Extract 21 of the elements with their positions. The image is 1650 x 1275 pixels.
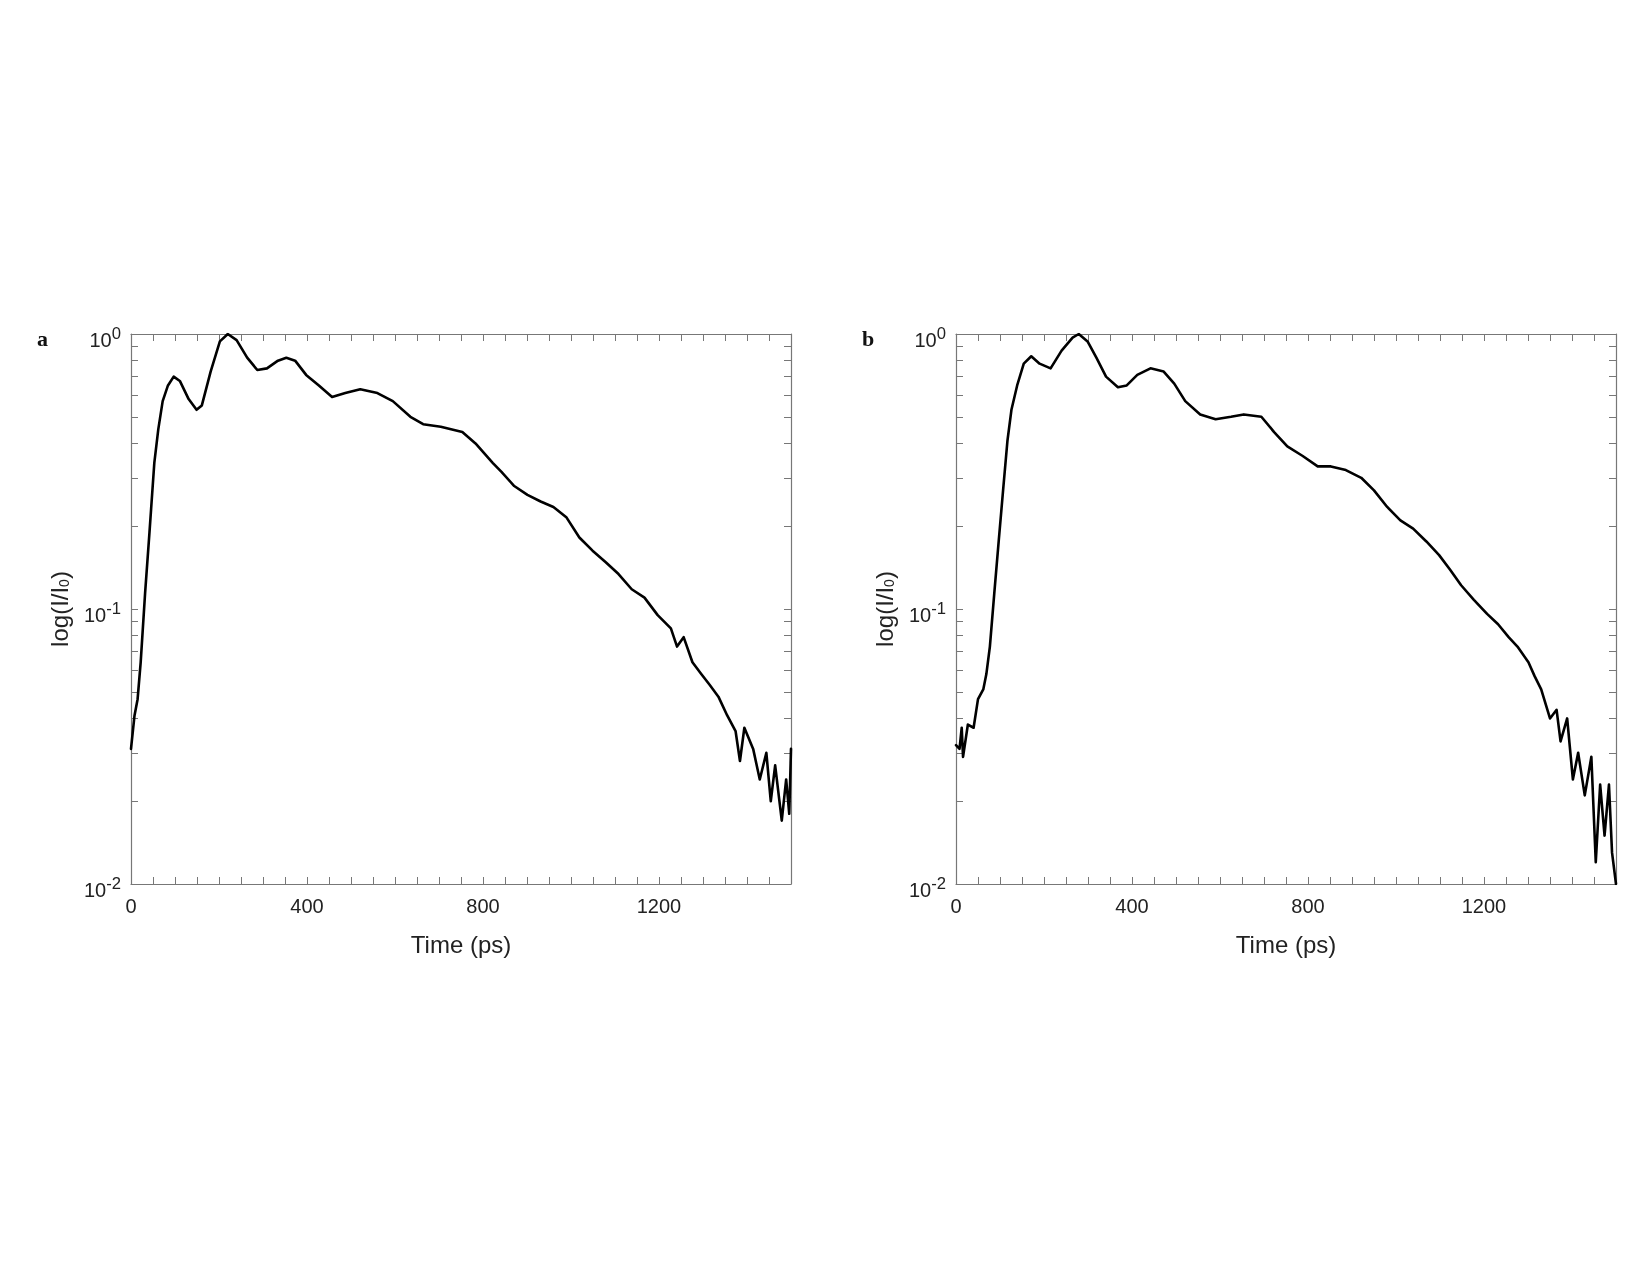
line-series — [954, 332, 1618, 886]
x-tick-label: 800 — [466, 895, 500, 917]
x-tick-label: 1200 — [1461, 895, 1507, 917]
y-tick-label: 10$^{-2}$ — [83, 873, 121, 903]
x-tick-label: 0 — [125, 895, 137, 917]
x-tick-label: 0 — [950, 895, 962, 917]
y-tick-label: 10$^{-1}$ — [83, 598, 121, 628]
x-tick-label: 1200 — [636, 895, 682, 917]
x-tick-label: 800 — [1291, 895, 1325, 917]
y-tick-label: 10$^{-1}$ — [908, 598, 946, 628]
y-axis-title: log(I/I0) — [45, 571, 73, 647]
y-tick-label: 10$^{0}$ — [914, 323, 946, 353]
y-tick-label: 10$^{0}$ — [89, 323, 121, 353]
chart-title: b — [862, 325, 875, 351]
x-tick-label: 400 — [290, 895, 324, 917]
y-tick-label: 10$^{-2}$ — [908, 873, 946, 903]
x-axis-title: Time (ps) — [1235, 930, 1337, 958]
y-axis-title: log(I/I0) — [870, 571, 898, 647]
x-tick-label: 400 — [1115, 895, 1149, 917]
chart-title: a — [37, 325, 48, 351]
x-axis-title: Time (ps) — [410, 930, 512, 958]
